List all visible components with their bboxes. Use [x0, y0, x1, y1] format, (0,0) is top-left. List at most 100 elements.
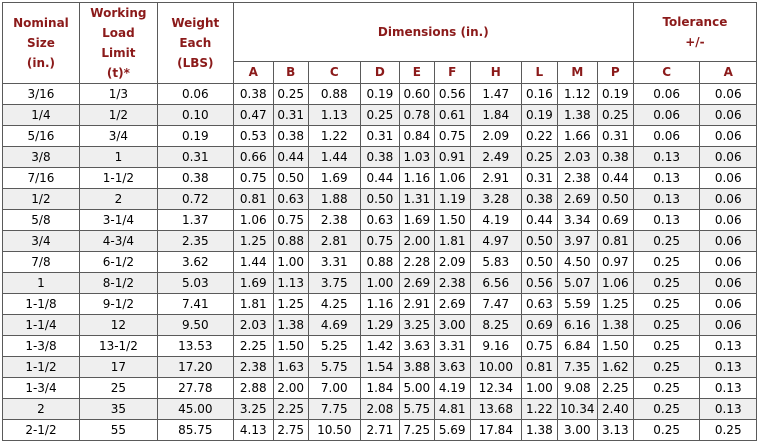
table-cell: 0.47 [232, 104, 274, 126]
table-cell: 1.69 [307, 167, 361, 189]
table-cell: 0.19 [156, 125, 234, 147]
table-cell: 0.06 [699, 125, 757, 147]
table-cell: 35 [78, 398, 158, 420]
table-cell: 1.29 [359, 314, 400, 336]
table-cell: 17 [78, 356, 158, 378]
table-cell: 1.38 [596, 314, 634, 336]
table-cell: 5.75 [398, 398, 435, 420]
table-cell: 2.09 [469, 125, 522, 147]
table-cell: 1-1/2 [78, 167, 158, 189]
table-cell: 1/3 [78, 83, 158, 105]
table-cell: 1/2 [78, 104, 158, 126]
table-cell: 1.42 [359, 335, 400, 357]
table-cell: 0.25 [632, 377, 701, 399]
table-cell: 3.88 [398, 356, 435, 378]
table-cell: 0.81 [232, 188, 274, 210]
table-cell: 7/8 [2, 251, 80, 273]
table-row: 1 8-1/2 5.03 1.69 1.13 3.75 1.00 2.69 2.38 6.56 0.… [2, 272, 757, 294]
table-cell: 6-1/2 [78, 251, 158, 273]
table-cell: 0.78 [398, 104, 435, 126]
table-cell: 0.63 [520, 293, 558, 315]
table-cell: 0.44 [596, 167, 634, 189]
table-cell: 0.31 [520, 167, 558, 189]
table-cell: 0.10 [156, 104, 234, 126]
table-cell: 12.34 [469, 377, 522, 399]
table-cell: 1.06 [433, 167, 471, 189]
table-cell: 3.34 [556, 209, 598, 231]
header-dim-p: P [596, 60, 634, 85]
table-cell: 0.63 [359, 209, 400, 231]
table-cell: 1/4 [2, 104, 80, 126]
table-cell: 27.78 [156, 377, 234, 399]
table-cell: 0.13 [699, 335, 757, 357]
table-cell: 9.16 [469, 335, 522, 357]
table-row: 3/16 1/3 0.06 0.38 0.25 0.88 0.19 0.60 0.56 1.47 0… [2, 83, 757, 105]
table-cell: 4.69 [307, 314, 361, 336]
table-cell: 3.63 [433, 356, 471, 378]
table-cell: 0.19 [520, 104, 558, 126]
table-cell: 2.25 [596, 377, 634, 399]
table-cell: 5.83 [469, 251, 522, 273]
table-cell: 9.08 [556, 377, 598, 399]
table-cell: 6.16 [556, 314, 598, 336]
table-cell: 2.81 [307, 230, 361, 252]
table-cell: 10.34 [556, 398, 598, 420]
table-cell: 0.25 [632, 398, 701, 420]
table-cell: 5.25 [307, 335, 361, 357]
header-dim-b: B [272, 60, 309, 85]
table-cell: 0.50 [272, 167, 309, 189]
table-cell: 0.38 [156, 167, 234, 189]
table-cell: 10.50 [307, 419, 361, 441]
table-cell: 0.25 [632, 419, 701, 441]
table-cell: 0.25 [359, 104, 400, 126]
table-cell: 1.69 [232, 272, 274, 294]
table-cell: 2.69 [556, 188, 598, 210]
table-cell: 13.53 [156, 335, 234, 357]
table-cell: 1.22 [520, 398, 558, 420]
table-cell: 0.06 [699, 230, 757, 252]
table-cell: 0.75 [433, 125, 471, 147]
table-cell: 85.75 [156, 419, 234, 441]
table-cell: 0.50 [596, 188, 634, 210]
table-cell: 1.81 [433, 230, 471, 252]
table-cell: 1.44 [307, 146, 361, 168]
table-cell: 0.06 [699, 146, 757, 168]
table-cell: 2.38 [556, 167, 598, 189]
table-cell: 1.22 [307, 125, 361, 147]
table-cell: 1.03 [398, 146, 435, 168]
table-cell: 2.08 [359, 398, 400, 420]
table-cell: 0.44 [272, 146, 309, 168]
table-cell: 0.97 [596, 251, 634, 273]
table-cell: 4.97 [469, 230, 522, 252]
header-tolerance: Tolerance +/- [632, 2, 758, 62]
table-cell: 3.97 [556, 230, 598, 252]
table-cell: 7/16 [2, 167, 80, 189]
table-cell: 7.25 [398, 419, 435, 441]
table-cell: 5.00 [398, 377, 435, 399]
table-cell: 3.75 [307, 272, 361, 294]
table-cell: 2.03 [556, 146, 598, 168]
table-row: 1-3/8 13-1/2 13.53 2.25 1.50 5.25 1.42 3.63 3.31… [2, 335, 757, 357]
table-row: 1-1/2 17 17.20 2.38 1.63 5.75 1.54 3.88 3.63 10.0… [2, 356, 757, 378]
table-cell: 9.50 [156, 314, 234, 336]
table-row: 1/4 1/2 0.10 0.47 0.31 1.13 0.25 0.78 0.61 1.84 0.… [2, 104, 757, 126]
table-cell: 0.13 [632, 146, 701, 168]
table-cell: 7.00 [307, 377, 361, 399]
table-cell: 1-1/8 [2, 293, 80, 315]
table-cell: 2 [2, 398, 80, 420]
table-cell: 1.84 [359, 377, 400, 399]
header-tolerance-a: A [699, 60, 757, 85]
table-cell: 2.38 [232, 356, 274, 378]
header-dim-l: L [520, 60, 558, 85]
table-row: 7/8 6-1/2 3.62 1.44 1.00 3.31 0.88 2.28 2.09 5.83… [2, 251, 757, 273]
table-cell: 3.00 [556, 419, 598, 441]
table-cell: 3.28 [469, 188, 522, 210]
table-cell: 5/8 [2, 209, 80, 231]
table-cell: 1.25 [232, 230, 274, 252]
table-row: 1-3/4 25 27.78 2.88 2.00 7.00 1.84 5.00 4.19 12.3… [2, 377, 757, 399]
table-cell: 4.19 [469, 209, 522, 231]
table-row: 1-1/8 9-1/2 7.41 1.81 1.25 4.25 1.16 2.91 2.69 7.… [2, 293, 757, 315]
table-cell: 1.25 [596, 293, 634, 315]
table-cell: 2.75 [272, 419, 309, 441]
